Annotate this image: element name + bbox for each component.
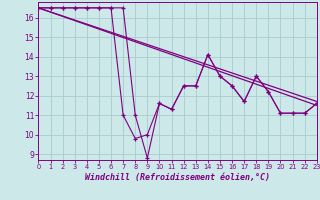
X-axis label: Windchill (Refroidissement éolien,°C): Windchill (Refroidissement éolien,°C) — [85, 173, 270, 182]
